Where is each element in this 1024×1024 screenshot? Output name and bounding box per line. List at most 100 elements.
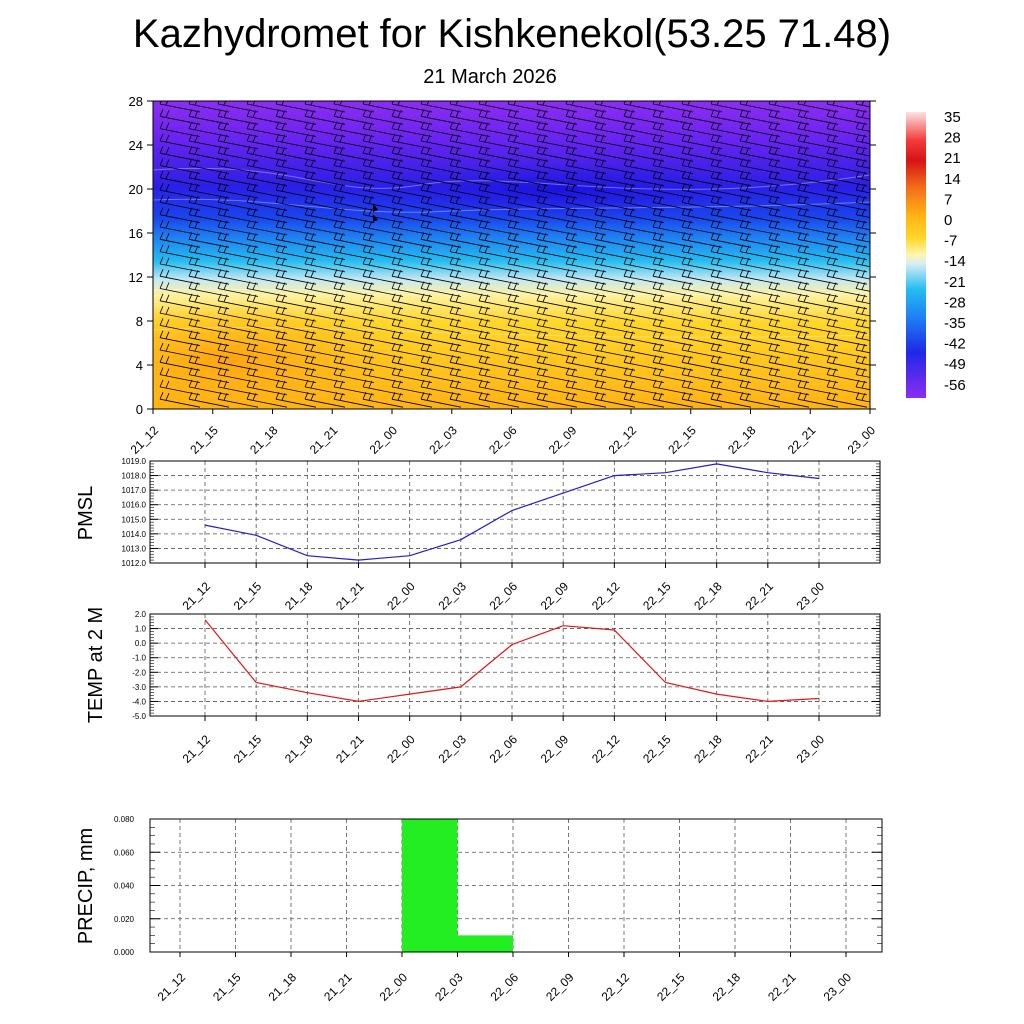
precip-panel: PRECIP, mm 0.000 0.020 0.040 0.060 0.080 21_1…	[75, 815, 883, 1004]
wind-barb	[797, 318, 839, 334]
ytick-label: 1012.0	[122, 559, 147, 568]
wind-barb	[710, 133, 752, 150]
wind-barb	[652, 232, 694, 248]
ytick-label: -3.0	[132, 683, 146, 692]
wind-barb	[768, 379, 810, 396]
xtick-label: 22_06	[487, 732, 521, 766]
wind-barb	[565, 219, 607, 236]
wind-barb	[768, 355, 810, 371]
wind-barb	[797, 330, 839, 347]
wind-barb	[739, 318, 781, 334]
wind-barb	[739, 182, 781, 199]
wind-barb	[594, 330, 636, 347]
wind-barb	[391, 232, 433, 248]
wind-barb	[304, 244, 346, 260]
wind-barb	[826, 379, 868, 396]
wind-barb	[623, 342, 665, 359]
wind-barb	[391, 305, 433, 322]
wind-barb	[594, 256, 636, 273]
wind-barb	[855, 133, 870, 145]
wind-barb	[565, 318, 607, 334]
wind-barb	[275, 293, 317, 310]
wind-barb	[681, 330, 723, 347]
wind-barb	[420, 121, 462, 137]
wind-barb	[652, 158, 694, 174]
heat-ytick-label: 0	[136, 402, 143, 417]
xtick-label: 22_21	[765, 970, 799, 1004]
wind-barb	[536, 207, 578, 224]
heat-xtick-label: 22_06	[486, 423, 520, 457]
wind-barb	[739, 392, 781, 408]
xtick-label: 21_15	[231, 732, 265, 766]
wind-barb	[449, 146, 491, 162]
colorbar-label: -42	[944, 336, 966, 353]
wind-pennant	[373, 203, 378, 212]
wind-barb	[797, 269, 839, 285]
wind-barb	[652, 330, 694, 347]
wind-barb	[594, 158, 636, 174]
xtick-label: 21_15	[231, 579, 265, 613]
wind-barb	[623, 109, 665, 125]
contour-1	[153, 167, 870, 190]
wind-barb	[478, 330, 520, 347]
wind-barb	[246, 146, 288, 162]
wind-barb	[217, 244, 259, 260]
wind-barb	[797, 355, 839, 371]
wind-barb	[478, 392, 520, 408]
wind-barb	[594, 182, 636, 199]
wind-barb	[826, 355, 868, 371]
wind-barb	[681, 318, 723, 334]
wind-barb	[304, 379, 346, 396]
colorbar-label: -49	[944, 356, 966, 373]
wind-barb	[478, 195, 520, 211]
wind-barb	[449, 121, 491, 137]
wind-barb	[420, 281, 462, 297]
wind-barb	[159, 269, 201, 285]
wind-barb	[565, 305, 607, 322]
pmsl-ylabel: PMSL	[75, 486, 97, 540]
precip-bar	[402, 819, 458, 952]
temp-ylabel: TEMP at 2 M	[85, 607, 107, 723]
xtick-label: 22_18	[710, 970, 744, 1004]
wind-barb	[362, 121, 404, 137]
wind-barb	[710, 182, 752, 199]
wind-barb	[826, 256, 868, 273]
wind-barb	[420, 158, 462, 174]
wind-barb	[391, 318, 433, 334]
wind-barb	[594, 195, 636, 211]
wind-barb	[217, 342, 259, 359]
pmsl-grid	[150, 461, 880, 563]
wind-barb	[275, 146, 317, 162]
wind-barb	[536, 146, 578, 162]
wind-barb	[304, 109, 346, 125]
colorbar-label: -7	[944, 233, 957, 250]
wind-barb	[797, 182, 839, 199]
ytick-label: 1.0	[135, 625, 147, 634]
wind-barb	[623, 207, 665, 224]
wind-barb	[478, 121, 520, 137]
wind-barb	[710, 305, 752, 322]
wind-barb	[536, 170, 578, 187]
wind-barb	[246, 244, 288, 260]
wind-barb	[594, 281, 636, 297]
wind-barb	[159, 379, 201, 396]
wind-barb	[623, 379, 665, 396]
wind-barb	[275, 392, 317, 408]
xtick-label: 22_15	[640, 579, 674, 613]
wind-barb	[594, 342, 636, 359]
wind-barb	[507, 109, 549, 125]
xtick-label: 22_12	[599, 970, 633, 1004]
pmsl-series-line	[204, 463, 820, 561]
heat-xtick-label: 22_15	[665, 423, 699, 457]
wind-barb	[246, 133, 288, 150]
wind-barb	[304, 355, 346, 371]
wind-barb	[478, 305, 520, 322]
wind-barb	[333, 281, 375, 297]
wind-barb	[275, 244, 317, 260]
wind-barb	[304, 367, 346, 383]
wind-barb	[275, 269, 317, 285]
wind-barb	[246, 318, 288, 334]
wind-barb	[652, 293, 694, 310]
wind-barb	[449, 355, 491, 371]
wind-barb	[478, 232, 520, 248]
